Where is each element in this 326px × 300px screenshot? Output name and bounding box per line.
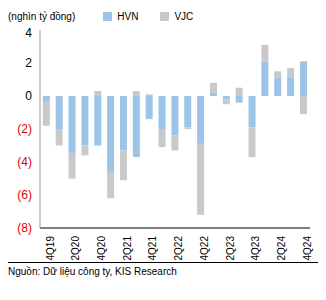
svg-text:4Q20: 4Q20: [96, 236, 107, 261]
svg-text:(8): (8): [17, 221, 32, 235]
svg-text:4Q24: 4Q24: [302, 236, 313, 261]
svg-text:(2): (2): [17, 122, 32, 136]
html-text:(nghìn tỷ đồng): (nghìn tỷ đồng): [8, 10, 76, 22]
html-text:Nguồn: Dữ liệu công ty, KIS Re: Nguồn: Dữ liệu công ty, KIS Research: [8, 266, 177, 277]
svg-text:4Q23: 4Q23: [250, 236, 261, 261]
svg-text:2Q24: 2Q24: [276, 236, 287, 261]
svg-text:2Q20: 2Q20: [70, 236, 81, 261]
svg-text:4Q19: 4Q19: [45, 236, 56, 261]
svg-text:(4): (4): [17, 155, 32, 169]
svg-text:4Q21: 4Q21: [147, 236, 158, 261]
svg-text:2Q21: 2Q21: [122, 236, 133, 261]
svg-text:4: 4: [25, 26, 32, 40]
svg-text:2Q22: 2Q22: [173, 236, 184, 261]
svg-text:4Q22: 4Q22: [199, 236, 210, 261]
svg-text:2Q23: 2Q23: [225, 236, 236, 261]
html-text:HVN: HVN: [117, 10, 139, 22]
svg-text:0: 0: [25, 89, 32, 103]
html-text:VJC: VJC: [174, 10, 194, 22]
svg-text:(6): (6): [17, 188, 32, 202]
svg-text:2: 2: [25, 56, 32, 70]
